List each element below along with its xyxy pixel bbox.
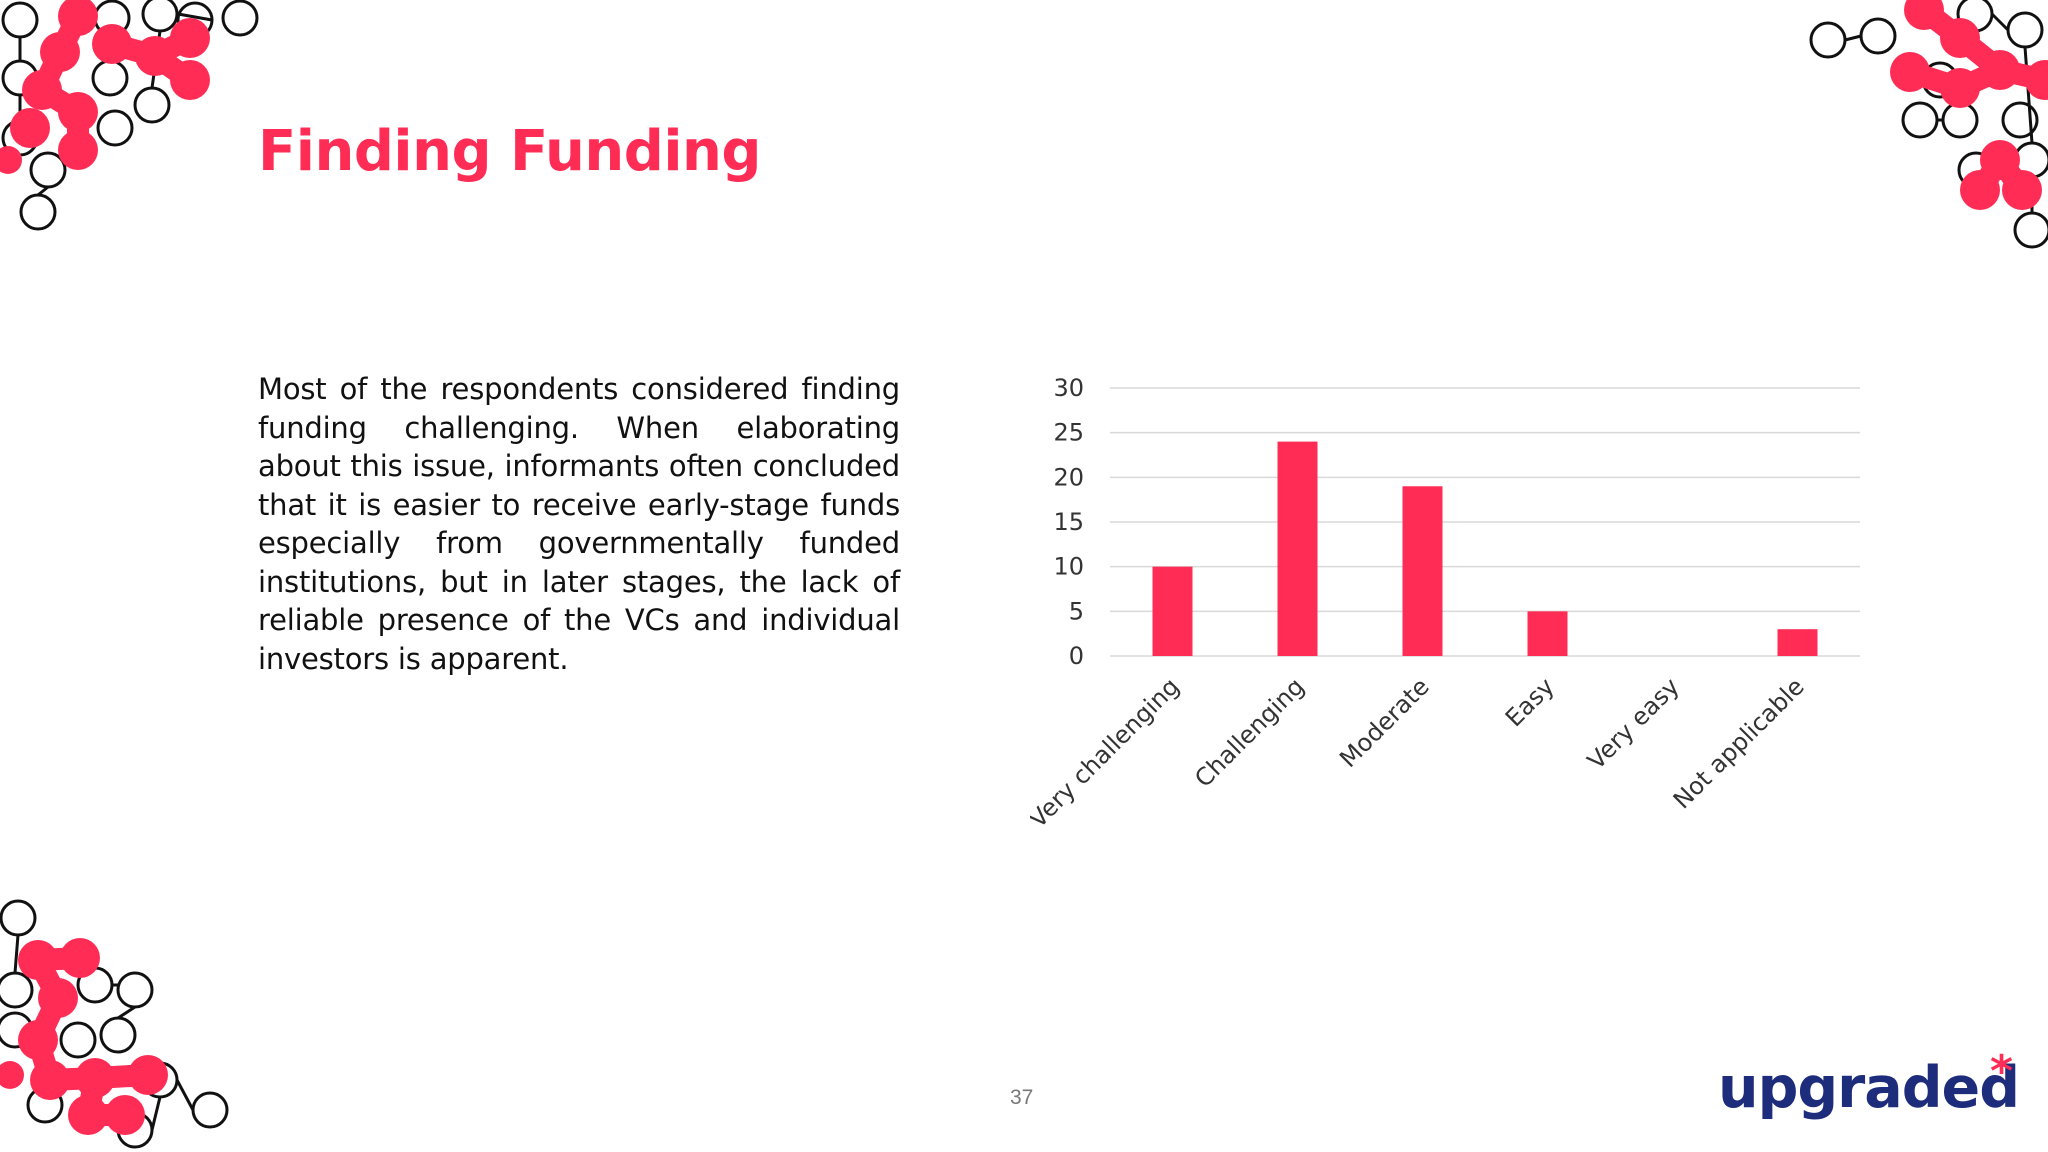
x-tick-label: Challenging: [1189, 672, 1309, 792]
molecule-pattern-icon: [0, 0, 259, 231]
x-tick-label: Very challenging: [1030, 672, 1185, 833]
y-axis-ticks: 0 5 10 15 20 25 30: [1053, 374, 1084, 670]
bar: [1277, 441, 1318, 656]
y-tick-label: 5: [1069, 597, 1084, 625]
bar: [1152, 566, 1193, 656]
x-tick-label: Very easy: [1582, 672, 1685, 775]
x-tick-label: Moderate: [1334, 672, 1435, 773]
bar: [1402, 486, 1443, 656]
y-tick-label: 10: [1053, 553, 1084, 581]
y-tick-label: 30: [1053, 374, 1084, 402]
x-tick-label: Not applicable: [1668, 672, 1810, 814]
y-tick-label: 25: [1053, 419, 1084, 447]
y-tick-label: 15: [1053, 508, 1084, 536]
chart-bars: [1152, 441, 1818, 656]
page-number: 37: [1010, 1086, 1034, 1109]
molecule-pattern-icon: [1809, 0, 2048, 249]
x-axis-ticks: Very challenging Challenging Moderate Easy V…: [1030, 672, 1810, 833]
brand-logo-mark: *: [1990, 1046, 2014, 1097]
bar-chart: 0 5 10 15 20 25 30 Very challenging Challenging…: [1030, 374, 1860, 834]
slide-title: Finding Funding: [258, 119, 761, 184]
y-tick-label: 20: [1053, 463, 1084, 491]
brand-logo: upgraded: [1718, 1055, 2020, 1121]
x-tick-label: Easy: [1500, 672, 1560, 732]
body-paragraph: Most of the respondents considered findi…: [258, 372, 900, 676]
molecule-pattern-icon: [0, 899, 229, 1149]
y-tick-label: 0: [1069, 642, 1084, 670]
bar: [1777, 629, 1818, 656]
chart-grid: [1110, 387, 1860, 657]
bar: [1527, 611, 1568, 656]
